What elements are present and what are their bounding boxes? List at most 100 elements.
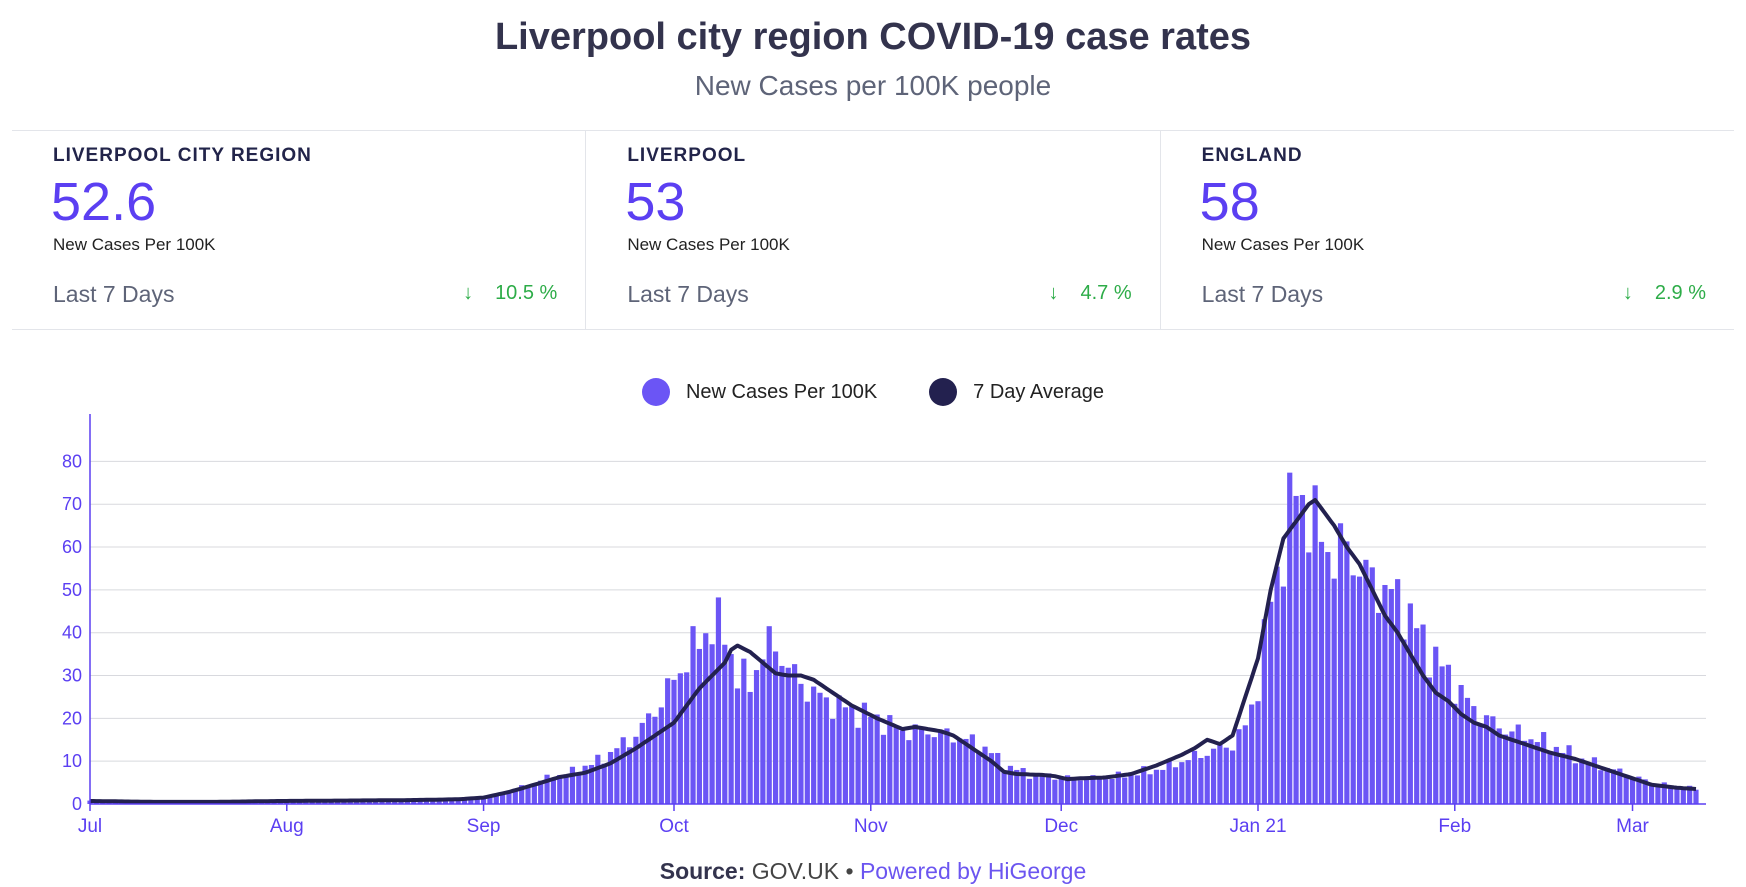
bar-new-cases xyxy=(595,754,601,804)
bar-new-cases xyxy=(728,654,734,804)
x-tick-label: Jan 21 xyxy=(1229,816,1286,837)
bar-new-cases xyxy=(963,738,969,804)
x-tick-label: Jul xyxy=(78,816,102,837)
bar-new-cases xyxy=(817,692,823,804)
bar-new-cases xyxy=(1617,768,1623,804)
footer-separator: • xyxy=(845,858,854,884)
bar-new-cases xyxy=(741,658,747,804)
bar-new-cases xyxy=(893,727,899,804)
bar-new-cases xyxy=(487,795,493,804)
bar-new-cases xyxy=(1033,773,1039,804)
bar-new-cases xyxy=(569,766,576,804)
bar-new-cases xyxy=(1687,785,1693,804)
bar-new-cases xyxy=(874,714,880,804)
bar-new-cases xyxy=(639,722,645,804)
powered-by-link[interactable]: Powered by HiGeorge xyxy=(859,858,1087,884)
card-change-percent: 2.9 % xyxy=(1654,282,1706,304)
card-change: ↓ 2.9 % xyxy=(1623,282,1706,305)
summary-card-liverpool-city-region: LIVERPOOL CITY REGION 52.6 New Cases Per… xyxy=(12,131,587,329)
bar-new-cases xyxy=(861,702,868,804)
bar-new-cases xyxy=(1122,777,1128,804)
bar-new-cases xyxy=(1153,769,1160,804)
bar-new-cases xyxy=(1306,552,1312,804)
bar-new-cases xyxy=(677,673,683,804)
bar-new-cases xyxy=(1020,768,1026,804)
arrow-down-icon: ↓ xyxy=(463,282,474,304)
card-region-name: ENGLAND xyxy=(1201,145,1303,166)
bar-new-cases xyxy=(1655,785,1661,804)
y-tick-label: 80 xyxy=(62,451,82,471)
bar-new-cases xyxy=(1623,776,1629,804)
y-tick-label: 60 xyxy=(62,537,82,557)
bar-new-cases xyxy=(531,783,537,804)
bar-new-cases xyxy=(1369,567,1375,804)
card-rate-unit: New Cases Per 100K xyxy=(53,235,216,254)
bar-new-cases xyxy=(1026,778,1033,804)
bar-new-cases xyxy=(1452,703,1458,804)
bar-new-cases xyxy=(842,707,848,804)
bar-new-cases xyxy=(1255,701,1261,804)
bar-new-cases xyxy=(1414,628,1420,804)
bar-new-cases xyxy=(519,785,525,804)
bar-new-cases xyxy=(1147,774,1153,804)
bar-new-cases xyxy=(1591,757,1598,804)
bar-new-cases xyxy=(646,713,652,804)
bar-new-cases xyxy=(1598,770,1604,804)
bar-new-cases xyxy=(614,748,620,804)
bar-new-cases xyxy=(950,742,956,804)
legend-item-7-day-average[interactable]: 7 Day Average xyxy=(929,378,1104,406)
summary-card-liverpool: LIVERPOOL 53 New Cases Per 100K Last 7 D… xyxy=(586,131,1161,329)
legend-label: New Cases Per 100K xyxy=(685,380,878,403)
x-tick-label: Nov xyxy=(854,816,888,837)
bar-new-cases xyxy=(512,788,518,804)
x-tick-label: Aug xyxy=(270,816,304,837)
bar-new-cases xyxy=(1077,780,1083,804)
bar-new-cases xyxy=(1407,603,1413,804)
bar-new-cases xyxy=(734,688,741,804)
bar-new-cases xyxy=(1166,759,1172,804)
bar-new-cases xyxy=(836,695,842,804)
legend-item-new-cases[interactable]: New Cases Per 100K xyxy=(641,378,878,406)
bar-new-cases xyxy=(1661,782,1667,804)
bar-new-cases xyxy=(918,728,925,804)
y-tick-label: 50 xyxy=(62,580,82,600)
bar-new-cases xyxy=(855,727,861,804)
bar-new-cases xyxy=(442,799,449,804)
bar-new-cases xyxy=(1515,724,1521,804)
bar-new-cases xyxy=(1560,752,1566,804)
bar-new-cases xyxy=(576,774,582,804)
x-tick-label: Oct xyxy=(659,816,689,837)
bar-new-cases xyxy=(1585,762,1591,804)
bar-new-cases xyxy=(849,704,855,804)
bar-new-cases xyxy=(969,734,975,804)
bar-new-cases xyxy=(1217,744,1223,804)
bar-new-cases xyxy=(1014,769,1020,804)
bar-new-cases xyxy=(665,678,671,804)
bar-new-cases xyxy=(1356,576,1363,804)
legend-dot-bar-icon xyxy=(641,378,670,406)
bar-new-cases xyxy=(1204,755,1210,804)
bar-new-cases xyxy=(899,730,906,804)
bar-new-cases xyxy=(1052,779,1058,804)
bar-new-cases xyxy=(772,651,779,804)
card-change-percent: 4.7 % xyxy=(1080,282,1132,304)
bar-new-cases xyxy=(1223,747,1229,804)
bar-new-cases xyxy=(1648,783,1655,804)
bar-new-cases xyxy=(474,797,480,804)
x-tick-label: Dec xyxy=(1044,816,1078,837)
bar-new-cases xyxy=(1039,774,1045,804)
bar-new-cases xyxy=(525,786,531,804)
card-period-label: Last 7 Days xyxy=(627,281,749,307)
bar-new-cases xyxy=(1522,740,1528,804)
bar-new-cases xyxy=(1141,766,1147,804)
source-label: Source: xyxy=(659,858,746,884)
bar-new-cases xyxy=(1293,495,1299,804)
bar-new-cases xyxy=(925,734,931,804)
bar-new-cases xyxy=(792,664,798,804)
bar-new-cases xyxy=(550,779,556,804)
card-rate-value: 58 xyxy=(1199,172,1260,232)
bar-new-cases xyxy=(544,774,550,804)
bar-new-cases xyxy=(1268,601,1274,804)
bar-new-cases xyxy=(1376,612,1382,804)
bar-new-cases xyxy=(671,679,677,804)
